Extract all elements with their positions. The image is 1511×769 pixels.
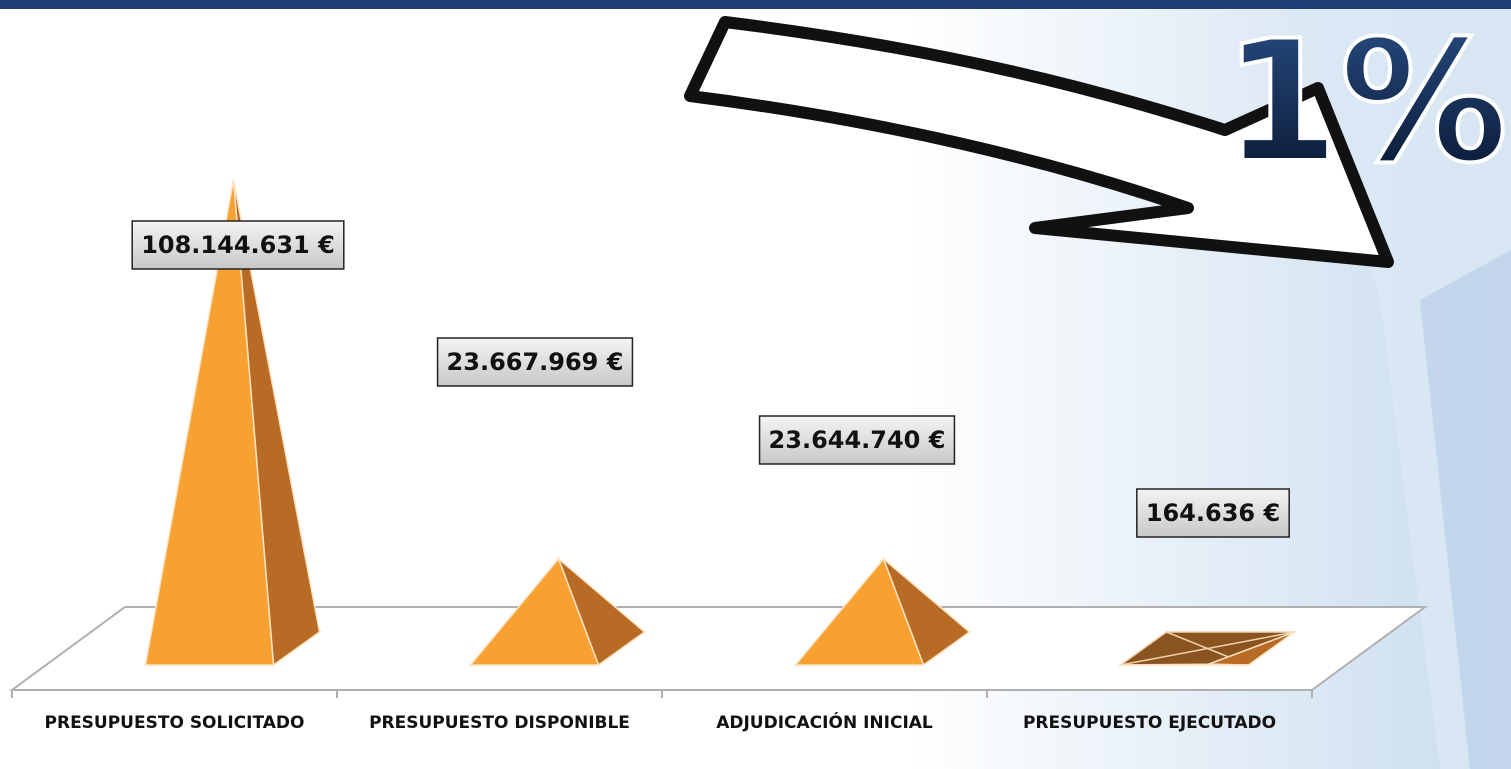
annotation: 1% [1223,4,1508,200]
value-label: 108.144.631 € [141,231,335,259]
value-label: 23.644.740 € [769,426,946,454]
x-tick-label: PRESUPUESTO EJECUTADO [1022,713,1277,733]
value-label-box [436,337,634,387]
value-label: 164.636 € [1146,499,1280,527]
value-label-box [131,220,345,270]
pyramid-front [793,557,925,666]
x-tick-label: PRESUPUESTO SOLICITADO [44,713,305,733]
arrow [684,16,1394,268]
value-label-box [758,415,956,465]
pyramid-front [144,179,275,666]
pyramid-front [468,557,600,666]
pyramid-front [1120,663,1249,666]
value-label-box [1136,488,1290,538]
background-streak [1420,250,1511,769]
value-label: 23.667.969 € [447,348,624,376]
x-tick-label: ADJUDICACIÓN INICIAL [716,713,933,733]
top-bar [0,0,1511,9]
x-tick-label: PRESUPUESTO DISPONIBLE [369,713,630,733]
